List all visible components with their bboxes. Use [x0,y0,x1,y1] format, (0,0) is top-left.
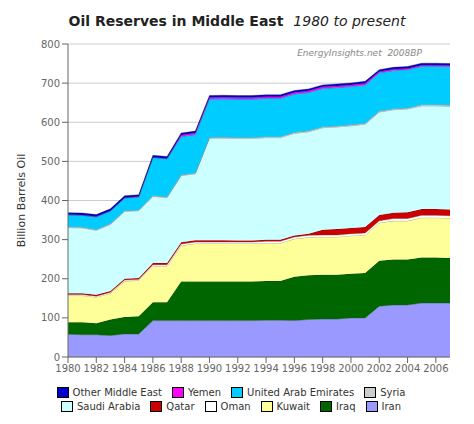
svg-text:2004: 2004 [395,363,420,374]
svg-text:1980: 1980 [55,363,80,374]
html-text:Other Middle East: Other Middle East [72,387,162,398]
svg-text:600: 600 [41,117,60,128]
svg-text:1984: 1984 [112,363,137,374]
svg-text:800: 800 [41,39,60,50]
html-text:Iran: Iran [381,401,402,412]
svg-text:2002: 2002 [367,363,392,374]
svg-text:0: 0 [54,352,60,363]
svg-text:1988: 1988 [168,363,193,374]
svg-text:1986: 1986 [140,363,165,374]
svg-text:500: 500 [41,156,60,167]
html-text:EnergyInsights.net 2008BP: EnergyInsights.net 2008BP [297,48,422,58]
svg-text:200: 200 [41,273,60,284]
html-text:United Arab Emirates: United Arab Emirates [247,387,355,398]
svg-text:100: 100 [41,312,60,323]
svg-text:2000: 2000 [338,363,363,374]
svg-text:1998: 1998 [310,363,335,374]
svg-text:700: 700 [41,78,60,89]
svg-text:1996: 1996 [282,363,307,374]
html-text:Syria: Syria [380,387,406,398]
html-text:Yemen: Yemen [187,387,222,398]
html-text:Kuwait: Kuwait [276,401,310,412]
html-text:1980 to present: 1980 to present [293,13,406,29]
html-text:Saudi Arabia: Saudi Arabia [76,401,141,412]
svg-text:Billion Barrels Oil: Billion Barrels Oil [15,154,28,248]
html-text:Qatar: Qatar [166,401,195,412]
html-text:Iraq: Iraq [336,401,356,412]
svg-text:1992: 1992 [225,363,250,374]
html-text:Oman: Oman [220,401,251,412]
svg-text:2006: 2006 [423,363,448,374]
svg-text:1990: 1990 [197,363,222,374]
svg-text:1982: 1982 [84,363,109,374]
svg-text:1994: 1994 [253,363,278,374]
html-text:Oil Reserves in Middle East: Oil Reserves in Middle East [68,13,284,29]
svg-text:400: 400 [41,195,60,206]
svg-text:300: 300 [41,234,60,245]
